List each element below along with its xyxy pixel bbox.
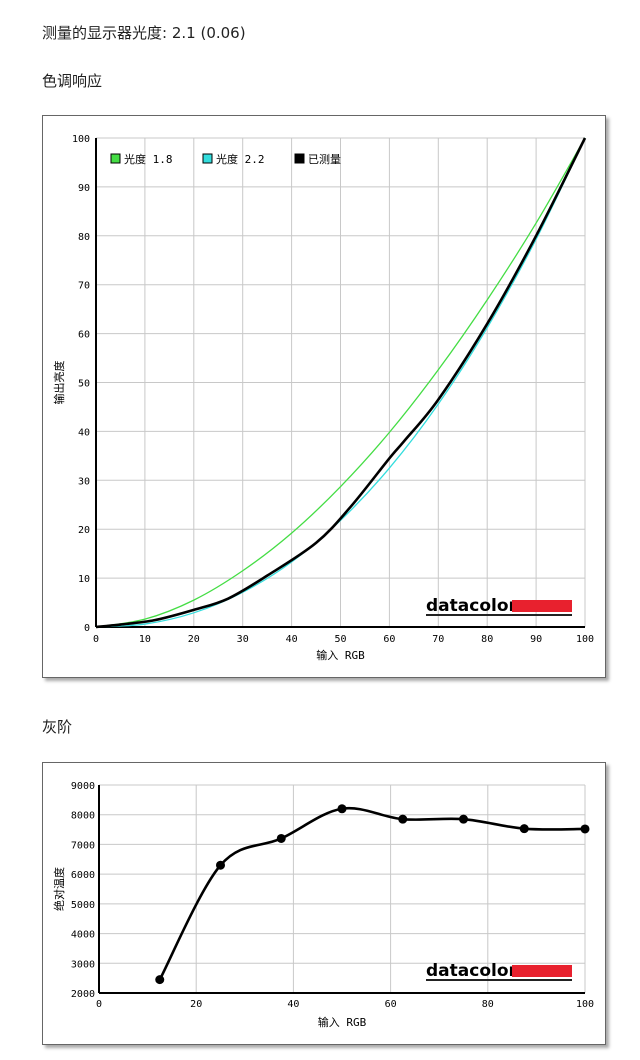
data-point: [337, 804, 347, 814]
y-tick-label: 6000: [71, 870, 95, 881]
series-line-1: [95, 137, 586, 628]
y-tick-label: 80: [78, 232, 90, 243]
data-point: [155, 975, 165, 985]
x-tick-label: 0: [93, 634, 99, 645]
x-tick-label: 60: [385, 999, 397, 1010]
datacolor-logo-bar: [512, 600, 572, 612]
datacolor-logo-text: datacolor: [426, 596, 518, 616]
y-tick-label: 60: [78, 330, 90, 341]
x-tick-label: 80: [481, 634, 493, 645]
y-tick-label: 2000: [71, 989, 95, 1000]
y-axis-label: 绝对温度: [52, 867, 66, 911]
datacolor-logo-underline: [426, 614, 572, 616]
y-tick-label: 7000: [71, 840, 95, 851]
x-tick-label: 30: [237, 634, 249, 645]
x-tick-label: 70: [432, 634, 444, 645]
x-tick-label: 20: [190, 999, 202, 1010]
data-point: [459, 814, 468, 824]
x-tick-label: 20: [188, 634, 200, 645]
data-point: [216, 860, 225, 870]
data-point: [580, 824, 590, 834]
legend-swatch-2: [202, 153, 213, 164]
series-line-2: [95, 137, 586, 628]
y-tick-label: 4000: [71, 930, 95, 941]
y-axis-label: 输出亮度: [52, 361, 66, 405]
y-tick-label: 10: [78, 574, 90, 585]
y-tick-label: 3000: [71, 959, 95, 970]
x-tick-label: 90: [530, 634, 542, 645]
legend-swatch-1: [110, 153, 121, 164]
measured-gamma-label: 测量的显示器光度:: [42, 24, 168, 42]
x-tick-label: 80: [482, 999, 494, 1010]
x-axis-label: 输入 RGB: [316, 648, 365, 662]
grayscale-title: 灰阶: [42, 718, 73, 736]
x-tick-label: 10: [139, 634, 151, 645]
y-tick-label: 30: [78, 476, 90, 487]
y-tick-label: 20: [78, 525, 90, 536]
y-tick-label: 8000: [71, 811, 95, 822]
x-tick-label: 100: [576, 999, 594, 1010]
y-tick-label: 9000: [71, 781, 95, 792]
x-tick-label: 40: [287, 999, 299, 1010]
data-point: [398, 814, 408, 824]
x-tick-label: 40: [286, 634, 298, 645]
grayscale-panel: 0 20 40 60 80 100 2000 3000 4000 5000 6000 7000 8000…: [42, 762, 606, 1045]
tone-response-chart: 0 10 20 30 40 50 60 70 80 90 100 0 10 20 30 40 50 60 70 80 9…: [52, 134, 594, 662]
legend-label-3: 已测量: [308, 153, 341, 166]
grayscale-chart: 0 20 40 60 80 100 2000 3000 4000 5000 6000 7000 8000…: [52, 781, 594, 1029]
y-tick-label: 50: [78, 379, 90, 390]
measured-gamma-value: 2.1 (0.06): [171, 24, 246, 42]
y-tick-label: 5000: [71, 900, 95, 911]
datacolor-logo-underline: [426, 979, 572, 981]
measured-gamma-line: 测量的显示器光度: 2.1 (0.06): [42, 22, 246, 43]
temperature-line: [158, 806, 586, 981]
y-tick-label: 70: [78, 281, 90, 292]
legend-label-1: 光度 1.8: [124, 152, 173, 166]
x-tick-label: 100: [576, 634, 594, 645]
data-point: [519, 824, 529, 834]
y-tick-label: 40: [78, 427, 90, 438]
y-tick-label: 100: [72, 134, 90, 145]
series-line-3: [95, 137, 587, 629]
data-point: [276, 833, 286, 843]
x-tick-label: 0: [96, 999, 102, 1010]
tone-response-title: 色调响应: [42, 72, 103, 90]
x-tick-label: 50: [334, 634, 346, 645]
datacolor-logo-text: datacolor: [426, 961, 518, 981]
y-tick-label: 0: [84, 623, 90, 634]
x-axis-label: 输入 RGB: [318, 1015, 367, 1029]
x-tick-label: 60: [383, 634, 395, 645]
legend-label-2: 光度 2.2: [216, 152, 265, 166]
datacolor-logo-bar: [512, 965, 572, 977]
y-tick-label: 90: [78, 183, 90, 194]
tone-response-panel: 0 10 20 30 40 50 60 70 80 90 100 0 10 20 30 40 50 60 70 80 9…: [42, 115, 606, 678]
legend-swatch-3: [294, 153, 305, 164]
